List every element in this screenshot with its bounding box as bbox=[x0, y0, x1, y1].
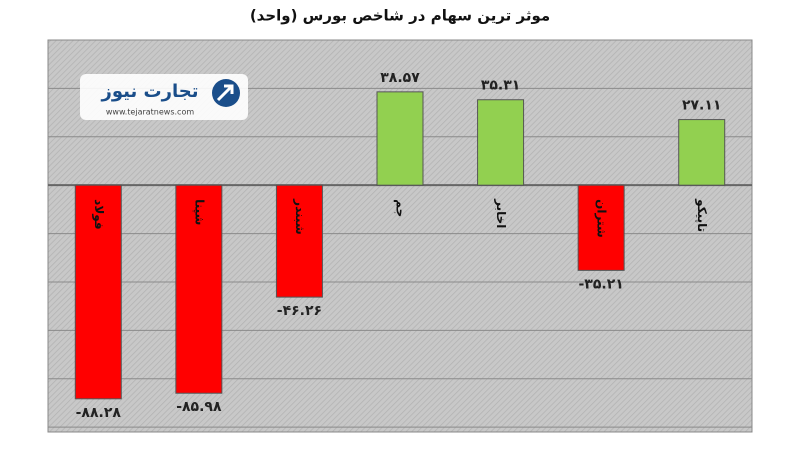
bar bbox=[74, 184, 122, 400]
logo-arrow bbox=[216, 84, 234, 102]
bar bbox=[577, 184, 625, 271]
category-label: شپنا bbox=[192, 199, 206, 225]
value-label: ۳۸.۵۷ bbox=[380, 70, 420, 86]
chart-title: موثر ترین سهام در شاخص بورس (واحد) bbox=[250, 7, 550, 25]
bar bbox=[376, 91, 424, 186]
value-label: -۳۵.۲۱ bbox=[578, 276, 623, 292]
category-label: شبندر bbox=[293, 198, 307, 234]
value-label: -۸۵.۹۸ bbox=[176, 399, 222, 415]
value-label: -۴۶.۲۶ bbox=[277, 303, 322, 319]
value-label: ۲۷.۱۱ bbox=[682, 98, 722, 114]
bar bbox=[477, 99, 525, 186]
category-label: اخابر bbox=[494, 198, 508, 228]
category-label: جم bbox=[394, 199, 408, 217]
category-label: شتران bbox=[595, 199, 609, 238]
bar bbox=[175, 184, 223, 394]
category-label: تاپیکو bbox=[694, 198, 709, 232]
bars: -۸۸.۲۸ فولاد -۸۵.۹۸ شپنا -۴۶.۲۶ شبندر ۳۸.۵۷ جم ۳… bbox=[74, 70, 726, 421]
value-label: ۳۵.۳۱ bbox=[481, 78, 521, 94]
watermark-url: www.tejaratnews.com bbox=[106, 108, 194, 117]
value-label: -۸۸.۲۸ bbox=[76, 405, 122, 421]
watermark-box bbox=[80, 74, 248, 120]
bar bbox=[678, 119, 726, 186]
watermark-name: تجارت نیوز bbox=[101, 81, 199, 102]
watermark: تجارت نیوز www.tejaratnews.com bbox=[80, 74, 248, 120]
bar bbox=[275, 184, 323, 298]
category-label: فولاد bbox=[91, 199, 106, 229]
